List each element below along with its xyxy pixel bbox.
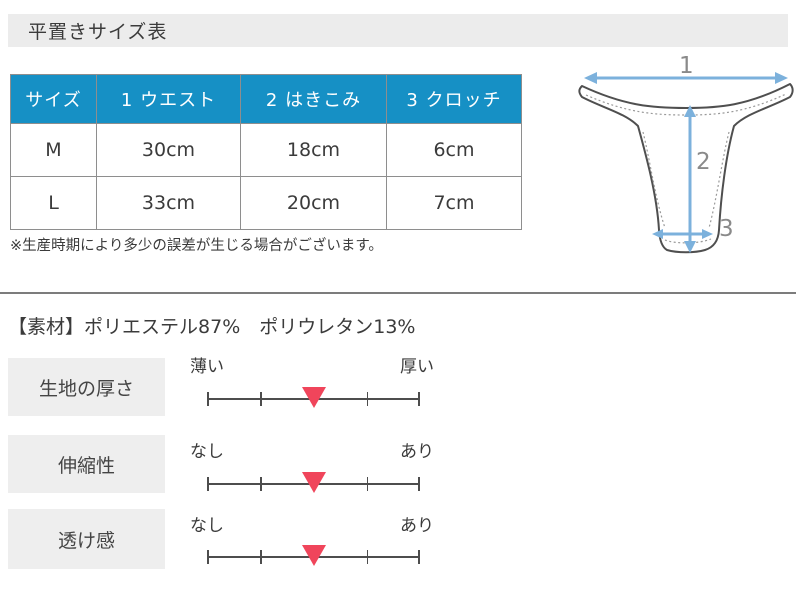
garment-measurement-diagram: 1 2 3 bbox=[575, 50, 795, 260]
cell-waist: 33cm bbox=[96, 176, 241, 230]
attribute-label-sheerness: 透け感 bbox=[8, 509, 165, 569]
garment-outline bbox=[578, 83, 794, 254]
scale-tick bbox=[260, 392, 262, 406]
thickness-scale bbox=[207, 387, 420, 408]
section-header-bar: 平置きサイズ表 bbox=[8, 14, 788, 47]
garment-diagram-graphic bbox=[578, 72, 794, 254]
col-header-waist: 1 ウエスト bbox=[96, 74, 241, 124]
measure-label-2: 2 bbox=[696, 149, 711, 175]
sheerness-min-label: なし bbox=[190, 516, 224, 536]
scale-tick bbox=[260, 477, 262, 491]
sheerness-marker-icon bbox=[301, 545, 326, 566]
thickness-marker-icon bbox=[301, 387, 326, 408]
page-title: 平置きサイズ表 bbox=[28, 21, 168, 43]
cell-size: M bbox=[10, 123, 97, 177]
col-header-rise: 2 はきこみ bbox=[240, 74, 387, 124]
table-row: M 30cm 18cm 6cm bbox=[10, 123, 522, 177]
cell-crotch: 6cm bbox=[386, 123, 522, 177]
stretch-max-label: あり bbox=[400, 442, 434, 462]
scale-tick bbox=[366, 550, 369, 564]
attribute-label-thickness: 生地の厚さ bbox=[8, 358, 165, 416]
cell-crotch: 7cm bbox=[386, 176, 522, 230]
scale-tick bbox=[418, 550, 420, 564]
sheerness-max-label: あり bbox=[400, 516, 434, 536]
measure-label-3: 3 bbox=[719, 216, 734, 242]
thickness-max-label: 厚い bbox=[400, 357, 434, 377]
sheerness-scale bbox=[207, 545, 420, 566]
production-note: ※生産時期により多少の誤差が生じる場合がございます。 bbox=[10, 238, 383, 254]
scale-tick bbox=[260, 550, 262, 564]
size-table-header-row: サイズ 1 ウエスト 2 はきこみ 3 クロッチ bbox=[10, 74, 522, 124]
scale-tick bbox=[207, 392, 209, 406]
material-composition: ポリエステル87% ポリウレタン13% bbox=[84, 316, 416, 338]
attribute-label-stretch: 伸縮性 bbox=[8, 435, 165, 493]
stretch-min-label: なし bbox=[190, 442, 224, 462]
thickness-min-label: 薄い bbox=[190, 357, 224, 377]
cell-rise: 18cm bbox=[240, 123, 387, 177]
col-header-crotch: 3 クロッチ bbox=[386, 74, 522, 124]
col-header-size: サイズ bbox=[10, 74, 97, 124]
cell-size: L bbox=[10, 176, 97, 230]
measurement-arrows bbox=[584, 72, 788, 253]
stretch-scale bbox=[207, 472, 420, 493]
table-row: L 33cm 20cm 7cm bbox=[10, 176, 522, 230]
material-info: 【素材】ポリエステル87% ポリウレタン13% bbox=[8, 312, 415, 339]
material-label: 【素材】 bbox=[8, 316, 85, 338]
cell-rise: 20cm bbox=[240, 176, 387, 230]
scale-tick bbox=[207, 550, 209, 564]
scale-tick bbox=[366, 477, 369, 491]
scale-tick bbox=[418, 392, 420, 406]
size-table: サイズ 1 ウエスト 2 はきこみ 3 クロッチ M 30cm 18cm 6cm… bbox=[10, 74, 522, 230]
cell-waist: 30cm bbox=[96, 123, 241, 177]
stretch-marker-icon bbox=[301, 472, 326, 493]
scale-tick bbox=[207, 477, 209, 491]
scale-tick bbox=[366, 392, 369, 406]
section-divider bbox=[0, 292, 796, 294]
scale-tick bbox=[418, 477, 420, 491]
measure-label-1: 1 bbox=[679, 53, 694, 79]
